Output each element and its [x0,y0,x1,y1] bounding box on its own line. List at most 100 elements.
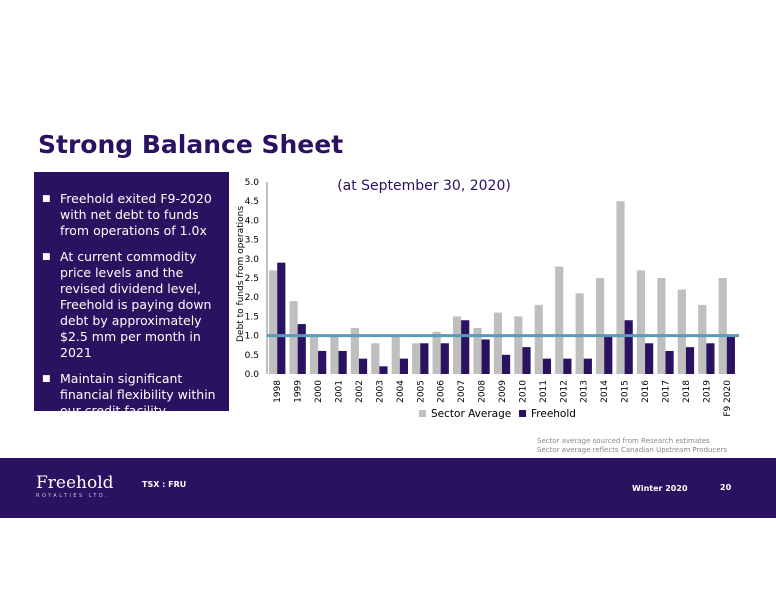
sector-average-bar [555,266,564,374]
x-tick-label: 2010 [518,380,528,403]
x-tick-label: 2013 [580,380,590,403]
ticker-symbol: TSX : FRU [142,480,187,489]
y-tick-label: 2.0 [245,293,260,303]
freehold-bar [379,366,388,374]
x-tick-label: 2019 [702,380,712,403]
sector-average-bar [371,343,380,374]
bullet-text: Maintain significant financial flexibili… [60,371,216,418]
sector-average-bar [412,343,421,374]
sector-average-bar [309,335,319,374]
x-tick-label: 1998 [273,380,283,403]
y-tick-label: 0.0 [245,370,260,380]
y-tick-label: 1.0 [245,332,260,342]
y-axis-label: Debt to funds from operations [236,206,246,342]
sector-average-bar [657,278,666,374]
company-logo-subtitle: ROYALTIES LTD. [36,493,110,499]
sector-average-bar [330,335,339,374]
x-tick-label: 2008 [478,380,488,403]
sector-average-bar [432,331,441,374]
x-tick-label: 2015 [621,380,631,403]
x-tick-label: 1999 [294,380,304,403]
y-tick-label: 3.5 [245,236,259,246]
y-tick-label: 4.0 [245,216,260,226]
legend-label: Freehold [531,408,576,420]
source-note: Sector average sourced from Research est… [537,437,710,445]
bullet-text: At current commodity price levels and th… [60,249,212,360]
x-tick-label: 2005 [416,380,426,403]
x-tick-label: 2018 [682,380,692,403]
bullet-square-icon: ■ [42,252,51,262]
y-tick-label: 4.5 [245,197,259,207]
freehold-bar [399,358,408,374]
sector-average-bar [514,316,523,374]
sector-average-bar [575,293,584,374]
sector-average-bar [269,270,278,374]
x-tick-label: 2006 [437,380,447,403]
freehold-bar [440,343,449,374]
slide-title: Strong Balance Sheet [38,130,344,159]
summary-box: ■ Freehold exited F9-2020 with net debt t… [34,172,229,418]
presentation-date: Winter 2020 [632,484,688,493]
freehold-bar [685,347,695,374]
x-tick-label: 2002 [355,380,365,403]
x-tick-label: 2007 [457,380,467,403]
freehold-bar [277,262,286,374]
freehold-bar [318,350,327,374]
y-tick-label: 2.5 [245,274,259,284]
x-tick-label: 2016 [641,380,651,403]
sector-average-bar [718,278,727,374]
company-logo: Freehold [36,473,114,493]
sector-average-bar [616,201,625,374]
freehold-bar [297,324,306,374]
sector-average-bar [677,289,686,374]
sector-average-bar [289,301,298,374]
sector-average-bar [452,316,462,374]
bullet-list: ■ Freehold exited F9-2020 with net debt t… [42,191,219,419]
bullet-item: ■ At current commodity price levels and t… [42,249,219,361]
x-tick-label: 2014 [600,380,610,403]
freehold-bar [461,320,470,374]
debt-ratio-chart: (at September 30, 2020) Debt to funds fr… [236,178,739,420]
legend-swatch [419,410,426,417]
x-tick-label: 2000 [314,380,324,403]
sector-average-bar [391,335,400,374]
footer-bar: Freehold ROYALTIES LTD. TSX : FRU Winter… [0,458,776,518]
page-number: 20 [720,483,732,492]
freehold-bar [481,339,490,374]
y-tick-label: 1.5 [245,312,259,322]
bullet-item: ■ Maintain significant financial flexibil… [42,371,219,419]
sector-average-bar [473,327,482,374]
sector-average-bar [534,304,543,374]
freehold-bar [706,343,715,374]
chart-title: (at September 30, 2020) [337,178,511,194]
x-tick-label: 2011 [539,380,549,403]
freehold-bar [645,343,654,374]
x-tick-label: 2003 [375,380,385,403]
legend-label: Sector Average [431,408,511,420]
freehold-bar [542,358,552,374]
sector-average-bar [350,327,359,374]
y-tick-label: 5.0 [245,178,260,188]
y-tick-label: 0.5 [245,351,259,361]
freehold-bar [665,350,674,374]
source-note: Sector average reflects Canadian Upstrea… [537,446,728,454]
sector-average-bar [636,270,646,374]
freehold-bar [726,335,735,374]
bullet-text: Freehold exited F9-2020 with net debt to… [60,191,212,238]
x-tick-label: 2012 [559,380,569,403]
freehold-bar [502,354,511,374]
freehold-bar [624,320,633,374]
x-tick-label: 2017 [661,380,671,403]
freehold-bar [522,347,531,374]
freehold-bar [563,358,572,374]
freehold-bar [358,358,368,374]
x-tick-label: 2004 [396,380,406,403]
y-tick-label: 3.0 [245,255,260,265]
bullet-square-icon: ■ [42,374,51,384]
freehold-bar [604,335,613,374]
freehold-bar [420,343,429,374]
bullet-square-icon: ■ [42,194,51,204]
freehold-bar [338,350,347,374]
x-tick-label: 2001 [335,380,345,403]
sector-average-bar [596,278,605,374]
